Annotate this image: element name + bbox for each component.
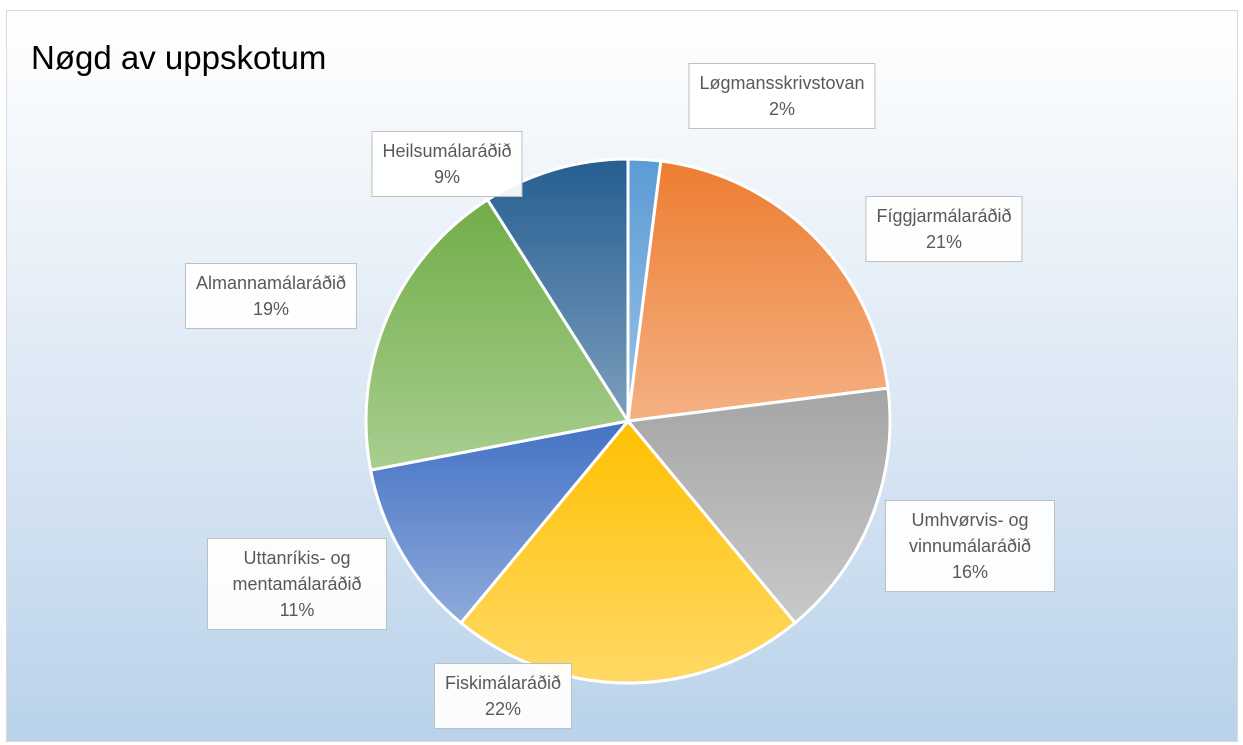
data-label: Uttanríkis- og mentamálaráðið 11% [207, 538, 387, 630]
data-label: Heilsumálaráðið 9% [371, 131, 523, 197]
value-label: 9% [433, 167, 460, 187]
value-label: 16% [951, 562, 989, 582]
chart-title: Nøgd av uppskotum [31, 39, 327, 76]
category-label: Uttanríkis- og mentamálaráðið [232, 548, 362, 594]
pie-area [364, 157, 892, 685]
category-label: Fíggjarmálaráðið [876, 206, 1012, 226]
value-label: 11% [279, 600, 315, 620]
pie-slice [364, 197, 631, 472]
category-label: Umhvørvis- og vinnumálaráðið [908, 510, 1032, 556]
value-label: 2% [768, 99, 795, 119]
chart: Nøgd av uppskotum Løgmansskrivstovan 2% Fí… [6, 10, 1238, 742]
data-label: Fíggjarmálaráðið 21% [865, 196, 1023, 262]
value-label: 21% [925, 232, 963, 252]
pie-slice [626, 159, 890, 423]
value-label: 19% [252, 299, 290, 319]
data-label: Umhvørvis- og vinnumálaráðið 16% [885, 500, 1055, 592]
data-label: Almannamálaráðið 19% [184, 263, 358, 329]
pie-slice [625, 386, 892, 625]
pie-slice [458, 418, 798, 685]
category-label: Løgmansskrivstovan [699, 73, 865, 93]
pie-slice [368, 418, 632, 625]
category-label: Heilsumálaráðið [382, 141, 512, 161]
data-label: Fiskimálaráðið 22% [433, 663, 573, 729]
category-label: Fiskimálaráðið [444, 673, 562, 693]
category-label: Almannamálaráðið [195, 273, 347, 293]
value-label: 22% [484, 699, 522, 719]
data-label: Løgmansskrivstovan 2% [688, 63, 876, 129]
